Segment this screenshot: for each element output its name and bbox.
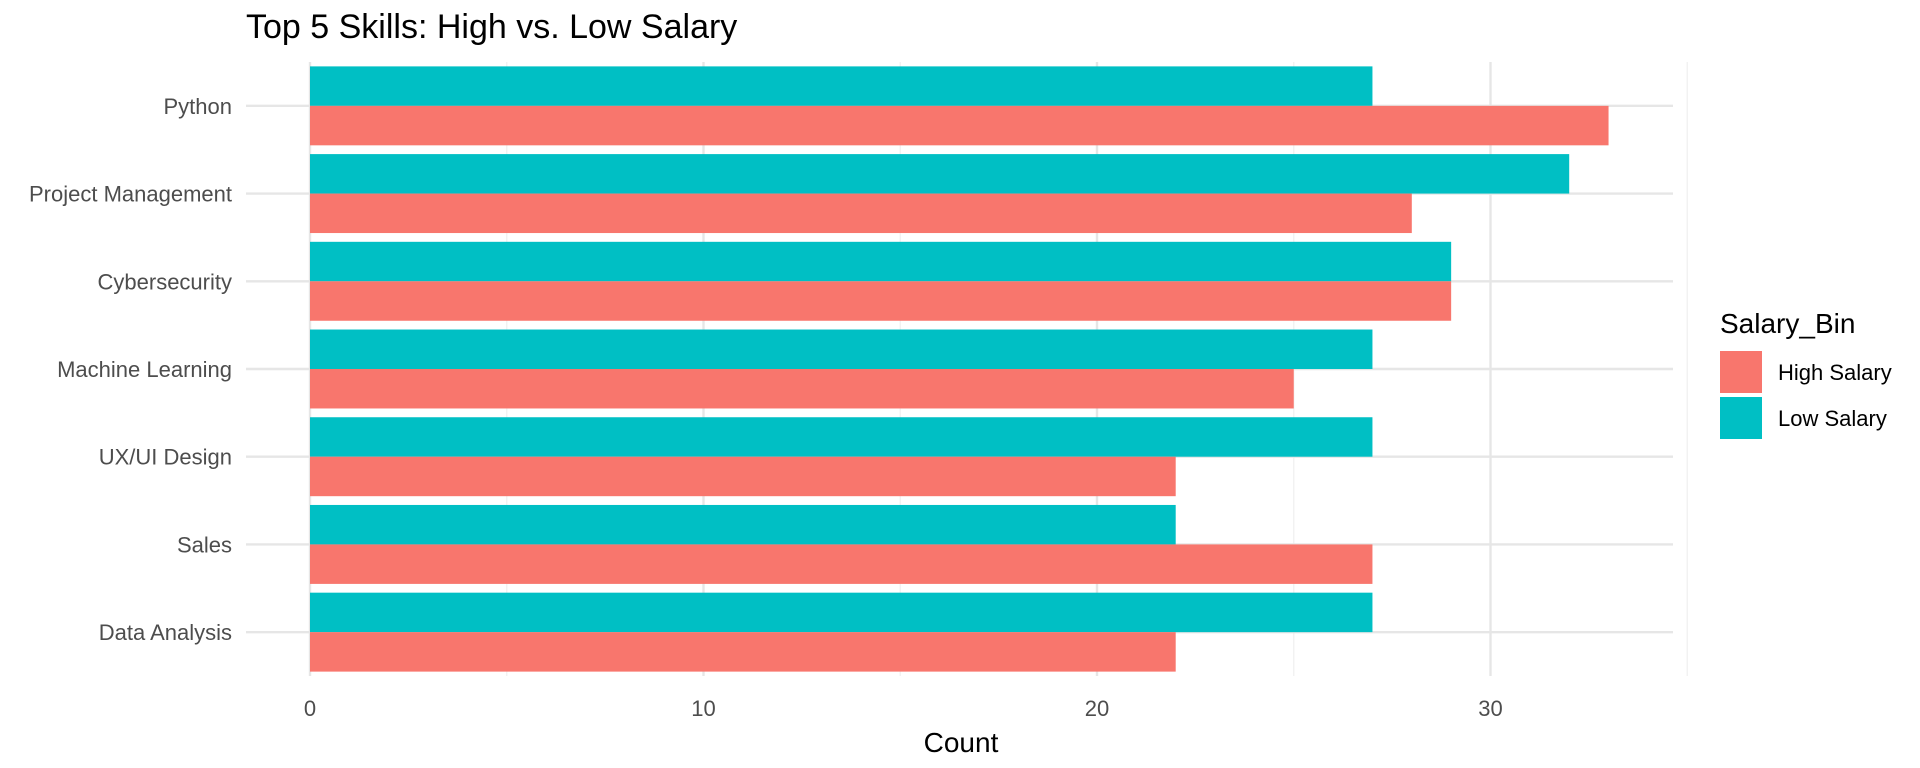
bar-low-salary	[310, 66, 1373, 106]
legend-label: High Salary	[1778, 360, 1892, 385]
y-axis-label: Python	[164, 94, 233, 119]
legend-label: Low Salary	[1778, 406, 1887, 431]
x-axis-labels: 0 10 20 30	[304, 696, 1503, 721]
y-axis-labels: Python Project Management Cybersecurity Mac…	[29, 94, 232, 645]
x-axis-tick-label: 0	[304, 696, 316, 721]
y-axis-label: Project Management	[29, 182, 232, 207]
bar-high-salary	[310, 193, 1412, 234]
y-axis-label: Data Analysis	[99, 620, 232, 645]
y-axis-label: UX/UI Design	[99, 445, 232, 470]
bar-high-salary	[310, 105, 1609, 146]
y-axis-label: Machine Learning	[57, 357, 232, 382]
bar-high-salary	[310, 456, 1176, 497]
legend-title: Salary_Bin	[1720, 308, 1855, 339]
y-axis-label: Cybersecurity	[98, 269, 232, 294]
x-axis-tick-label: 10	[691, 696, 715, 721]
bar-low-salary	[310, 592, 1373, 633]
chart-title: Top 5 Skills: High vs. Low Salary	[246, 8, 737, 46]
bar-low-salary	[310, 154, 1570, 194]
bar-high-salary	[310, 369, 1294, 409]
bars	[310, 66, 1609, 672]
x-axis-tick-label: 30	[1478, 696, 1502, 721]
bar-high-salary	[310, 544, 1373, 584]
legend: Salary_Bin High Salary Low Salary	[1720, 308, 1892, 439]
bar-high-salary	[310, 632, 1176, 672]
bar-low-salary	[310, 417, 1373, 457]
x-axis-title: Count	[924, 727, 999, 758]
bar-low-salary	[310, 241, 1452, 282]
legend-swatch	[1720, 397, 1762, 439]
bar-low-salary	[310, 504, 1176, 545]
y-axis-label: Sales	[177, 532, 232, 557]
bar-high-salary	[310, 281, 1452, 321]
x-axis-tick-label: 20	[1085, 696, 1109, 721]
legend-swatch	[1720, 351, 1762, 393]
bar-low-salary	[310, 329, 1373, 369]
